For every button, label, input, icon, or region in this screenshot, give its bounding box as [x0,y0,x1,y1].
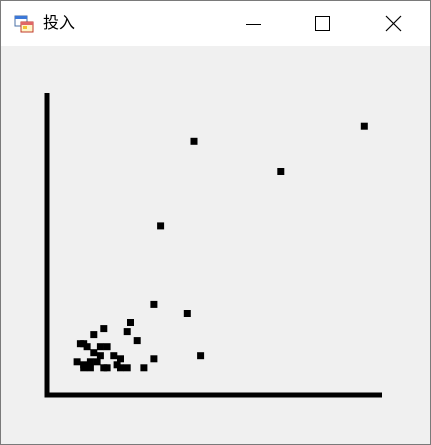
scatter-point [150,355,158,363]
scatter-point [93,358,101,366]
window-title: 投入 [43,13,76,32]
client-area [1,46,430,444]
scatter-point [140,364,148,372]
scatter-point [90,349,98,357]
scatter-point [110,352,118,360]
scatter-point [277,168,285,175]
minimize-button[interactable] [230,1,276,46]
title-bar[interactable]: 投入 [1,1,430,46]
scatter-point [117,355,124,363]
scatter-point [86,364,94,372]
scatter-point [83,343,91,351]
scatter-point [150,300,158,308]
scatter-point [190,137,198,145]
scatter-point [103,343,111,351]
minimize-icon [246,24,261,25]
scatter-point [96,343,104,351]
scatter-point [76,340,84,348]
scatter-point [127,319,134,326]
scatter-point [73,358,81,366]
scatter-point [96,352,104,360]
maximize-button[interactable] [298,1,344,46]
close-icon [385,15,402,32]
scatter-point [86,358,94,366]
scatter-point [123,364,131,372]
scatter-plot [44,93,382,398]
scatter-point [123,328,131,336]
scatter-point [103,364,111,372]
app-window-icon [14,14,34,34]
scatter-point [360,122,368,130]
maximize-icon [315,16,330,31]
scatter-point [197,352,205,360]
scatter-point [80,364,88,372]
scatter-point [133,337,141,345]
scatter-point [100,325,108,333]
scatter-points [73,122,368,372]
scatter-point [183,310,191,317]
close-button[interactable] [370,1,416,46]
scatter-point [117,364,124,372]
scatter-point [157,222,165,230]
scatter-point [90,331,98,339]
